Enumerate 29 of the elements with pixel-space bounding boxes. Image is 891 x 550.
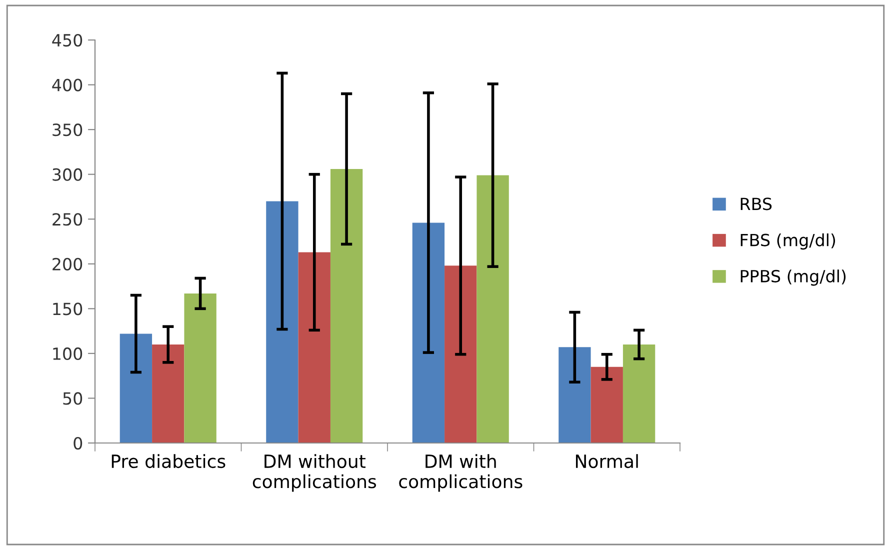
- bar: [120, 334, 152, 443]
- bar: [412, 222, 445, 443]
- bar: [476, 175, 509, 443]
- y-tick-label: 400: [52, 78, 82, 92]
- legend-label: PPBS (mg/dl): [740, 270, 846, 286]
- x-tick-label: Normal: [576, 454, 638, 468]
- legend-label: FBS (mg/dl): [740, 233, 836, 250]
- bar: [152, 344, 184, 443]
- x-tick-label: DM without complications: [252, 454, 376, 492]
- x-tick-label: DM with complications: [399, 454, 522, 492]
- y-tick-label: 250: [52, 213, 82, 226]
- bar: [298, 252, 330, 443]
- bar: [266, 201, 298, 443]
- bar: [330, 168, 363, 443]
- bar: [558, 347, 591, 443]
- legend-label: RBS: [740, 198, 772, 210]
- y-tick-label: 450: [52, 34, 82, 47]
- bar: [590, 366, 623, 443]
- bar: [444, 266, 477, 443]
- y-tick-label: 150: [53, 302, 82, 316]
- y-tick-label: 0: [74, 436, 82, 450]
- y-tick-label: 100: [53, 347, 82, 360]
- y-tick-label: 300: [52, 168, 82, 181]
- x-tick-label: Pre diabetics: [112, 454, 226, 468]
- y-tick-label: 200: [52, 258, 82, 270]
- y-tick-label: 50: [63, 392, 82, 405]
- bar: [184, 293, 216, 443]
- y-tick-label: 350: [52, 124, 82, 136]
- bar: [622, 344, 656, 443]
